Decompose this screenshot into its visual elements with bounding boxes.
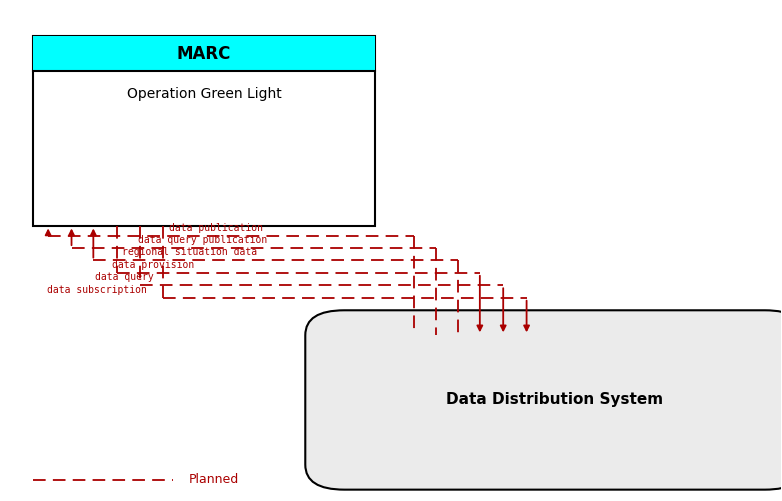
FancyBboxPatch shape <box>305 310 782 489</box>
Text: data provision: data provision <box>112 260 194 270</box>
Text: data subscription: data subscription <box>47 285 146 295</box>
Text: MARC: MARC <box>177 45 231 63</box>
Text: regional situation data: regional situation data <box>122 247 257 258</box>
Text: data query: data query <box>95 273 153 283</box>
FancyBboxPatch shape <box>33 36 375 225</box>
Text: data query publication: data query publication <box>138 235 267 245</box>
Text: data publication: data publication <box>169 222 263 232</box>
Text: Planned: Planned <box>188 473 239 486</box>
Text: Operation Green Light: Operation Green Light <box>127 87 282 101</box>
Text: Data Distribution System: Data Distribution System <box>446 392 663 407</box>
FancyBboxPatch shape <box>33 36 375 71</box>
